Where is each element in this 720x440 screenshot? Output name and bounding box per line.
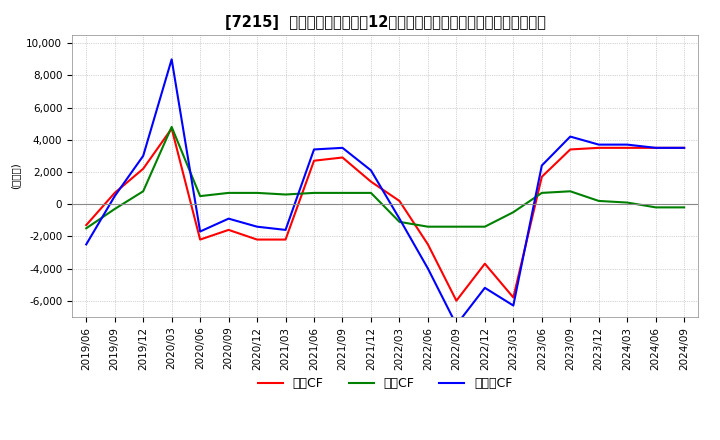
投賄CF bbox=[509, 209, 518, 215]
投賄CF bbox=[282, 192, 290, 197]
フリーCF bbox=[253, 224, 261, 229]
フリーCF bbox=[282, 227, 290, 233]
フリーCF bbox=[82, 242, 91, 247]
Y-axis label: (百万円): (百万円) bbox=[11, 163, 21, 189]
フリーCF bbox=[139, 153, 148, 158]
投賄CF bbox=[196, 194, 204, 199]
投賄CF bbox=[310, 190, 318, 195]
フリーCF bbox=[366, 168, 375, 173]
フリーCF bbox=[423, 266, 432, 271]
フリーCF bbox=[196, 229, 204, 234]
投賄CF bbox=[225, 190, 233, 195]
営業CF bbox=[652, 145, 660, 150]
フリーCF bbox=[566, 134, 575, 139]
Legend: 営業CF, 投賄CF, フリーCF: 営業CF, 投賄CF, フリーCF bbox=[253, 372, 518, 395]
営業CF bbox=[537, 174, 546, 180]
フリーCF bbox=[623, 142, 631, 147]
Line: 投賄CF: 投賄CF bbox=[86, 127, 684, 228]
投賄CF bbox=[623, 200, 631, 205]
営業CF bbox=[366, 179, 375, 184]
投賄CF bbox=[338, 190, 347, 195]
投賄CF bbox=[82, 226, 91, 231]
投賄CF bbox=[452, 224, 461, 229]
フリーCF bbox=[595, 142, 603, 147]
営業CF bbox=[110, 190, 119, 195]
フリーCF bbox=[652, 145, 660, 150]
投賄CF bbox=[537, 190, 546, 195]
フリーCF bbox=[225, 216, 233, 221]
営業CF bbox=[282, 237, 290, 242]
営業CF bbox=[338, 155, 347, 160]
営業CF bbox=[480, 261, 489, 266]
投賄CF bbox=[480, 224, 489, 229]
営業CF bbox=[423, 242, 432, 247]
投賄CF bbox=[423, 224, 432, 229]
営業CF bbox=[395, 198, 404, 204]
フリーCF bbox=[310, 147, 318, 152]
営業CF bbox=[253, 237, 261, 242]
フリーCF bbox=[680, 145, 688, 150]
営業CF bbox=[310, 158, 318, 163]
営業CF bbox=[82, 223, 91, 228]
営業CF bbox=[225, 227, 233, 233]
投賄CF bbox=[366, 190, 375, 195]
営業CF bbox=[196, 237, 204, 242]
フリーCF bbox=[480, 285, 489, 290]
投賄CF bbox=[652, 205, 660, 210]
投賄CF bbox=[595, 198, 603, 204]
フリーCF bbox=[452, 322, 461, 327]
Line: 営業CF: 営業CF bbox=[86, 128, 684, 301]
投賄CF bbox=[139, 189, 148, 194]
Title: [7215]  キャッシュフローの12か月移動合計の対前年同期増減額の推移: [7215] キャッシュフローの12か月移動合計の対前年同期増減額の推移 bbox=[225, 15, 546, 30]
営業CF bbox=[680, 145, 688, 150]
営業CF bbox=[509, 295, 518, 300]
営業CF bbox=[623, 145, 631, 150]
投賄CF bbox=[167, 124, 176, 129]
投賄CF bbox=[253, 190, 261, 195]
Line: フリーCF: フリーCF bbox=[86, 59, 684, 325]
営業CF bbox=[139, 166, 148, 172]
フリーCF bbox=[395, 216, 404, 221]
投賄CF bbox=[566, 189, 575, 194]
投賄CF bbox=[110, 206, 119, 212]
フリーCF bbox=[509, 303, 518, 308]
フリーCF bbox=[537, 163, 546, 168]
フリーCF bbox=[167, 57, 176, 62]
フリーCF bbox=[338, 145, 347, 150]
営業CF bbox=[566, 147, 575, 152]
営業CF bbox=[167, 126, 176, 131]
投賄CF bbox=[395, 219, 404, 224]
投賄CF bbox=[680, 205, 688, 210]
営業CF bbox=[452, 298, 461, 303]
フリーCF bbox=[110, 194, 119, 199]
営業CF bbox=[595, 145, 603, 150]
